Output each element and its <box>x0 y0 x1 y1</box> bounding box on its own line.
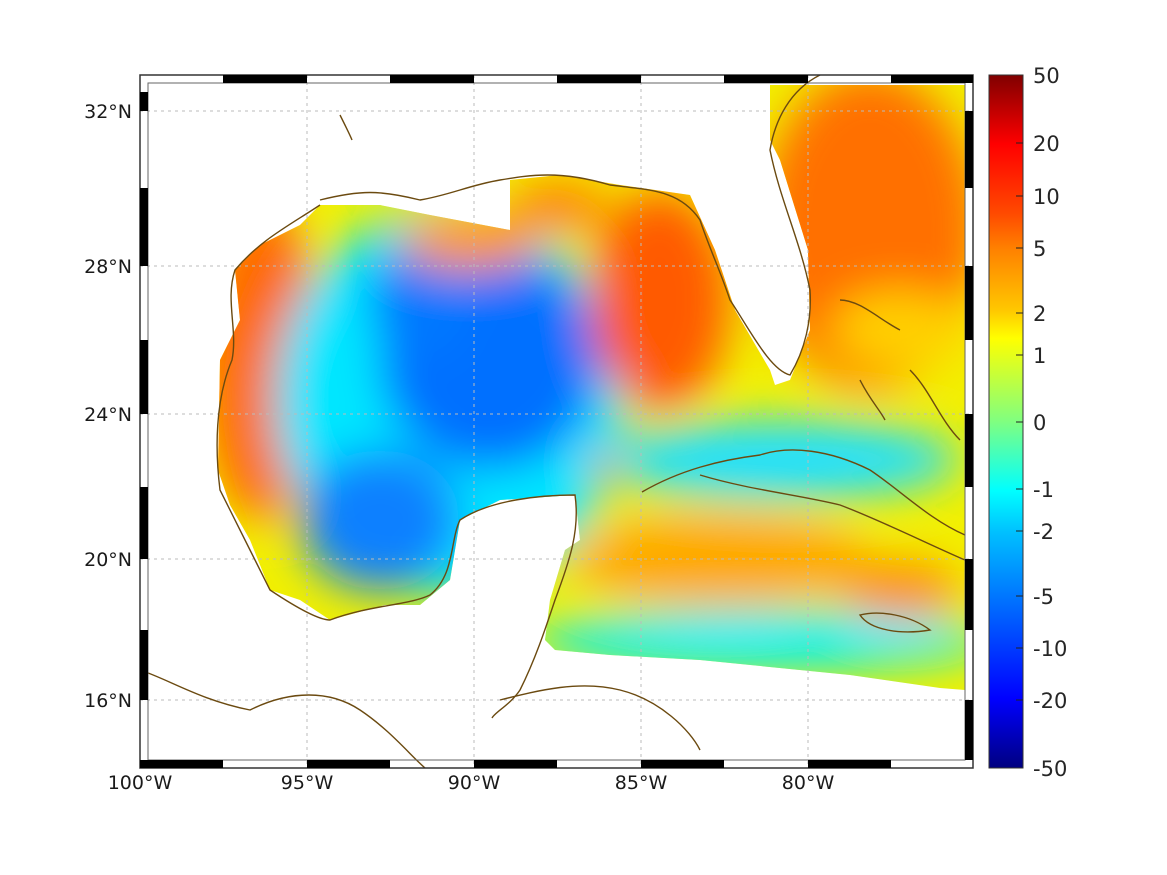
data-field <box>218 85 965 690</box>
colorbar-label: -10 <box>1033 637 1067 661</box>
colorbar-label: -20 <box>1033 689 1067 713</box>
colorbar-label: 2 <box>1033 302 1046 326</box>
lon-tick-label: 85°W <box>615 772 668 794</box>
map-frame <box>139 74 974 769</box>
colorbar-label: 10 <box>1033 185 1060 209</box>
lat-tick-label: 20°N <box>84 549 132 571</box>
lat-tick-label: 28°N <box>84 256 132 278</box>
colorbar: 50 20 10 5 2 1 0 -1 -2 -5 -10 -20 -50 <box>988 64 1067 781</box>
colorbar-label: -2 <box>1033 520 1054 544</box>
lat-tick-labels: 32°N 28°N 24°N 20°N 16°N <box>84 101 132 712</box>
colorbar-label: -5 <box>1033 585 1054 609</box>
colorbar-label: 50 <box>1033 64 1060 88</box>
lon-tick-label: 90°W <box>448 772 501 794</box>
lat-tick-label: 16°N <box>84 690 132 712</box>
lat-tick-label: 24°N <box>84 404 132 426</box>
colorbar-label: 5 <box>1033 237 1046 261</box>
lon-tick-label: 80°W <box>782 772 835 794</box>
lon-tick-labels: 100°W 95°W 90°W 85°W 80°W <box>108 772 835 794</box>
colorbar-label: 0 <box>1033 411 1046 435</box>
colorbar-label: -50 <box>1033 757 1067 781</box>
colorbar-label: 20 <box>1033 132 1060 156</box>
gridlines <box>140 75 973 768</box>
coastline <box>139 74 966 769</box>
lon-tick-label: 95°W <box>281 772 334 794</box>
colorbar-label: -1 <box>1033 478 1054 502</box>
lon-tick-label: 100°W <box>108 772 173 794</box>
lat-tick-label: 32°N <box>84 101 132 123</box>
colorbar-label: 1 <box>1033 344 1046 368</box>
